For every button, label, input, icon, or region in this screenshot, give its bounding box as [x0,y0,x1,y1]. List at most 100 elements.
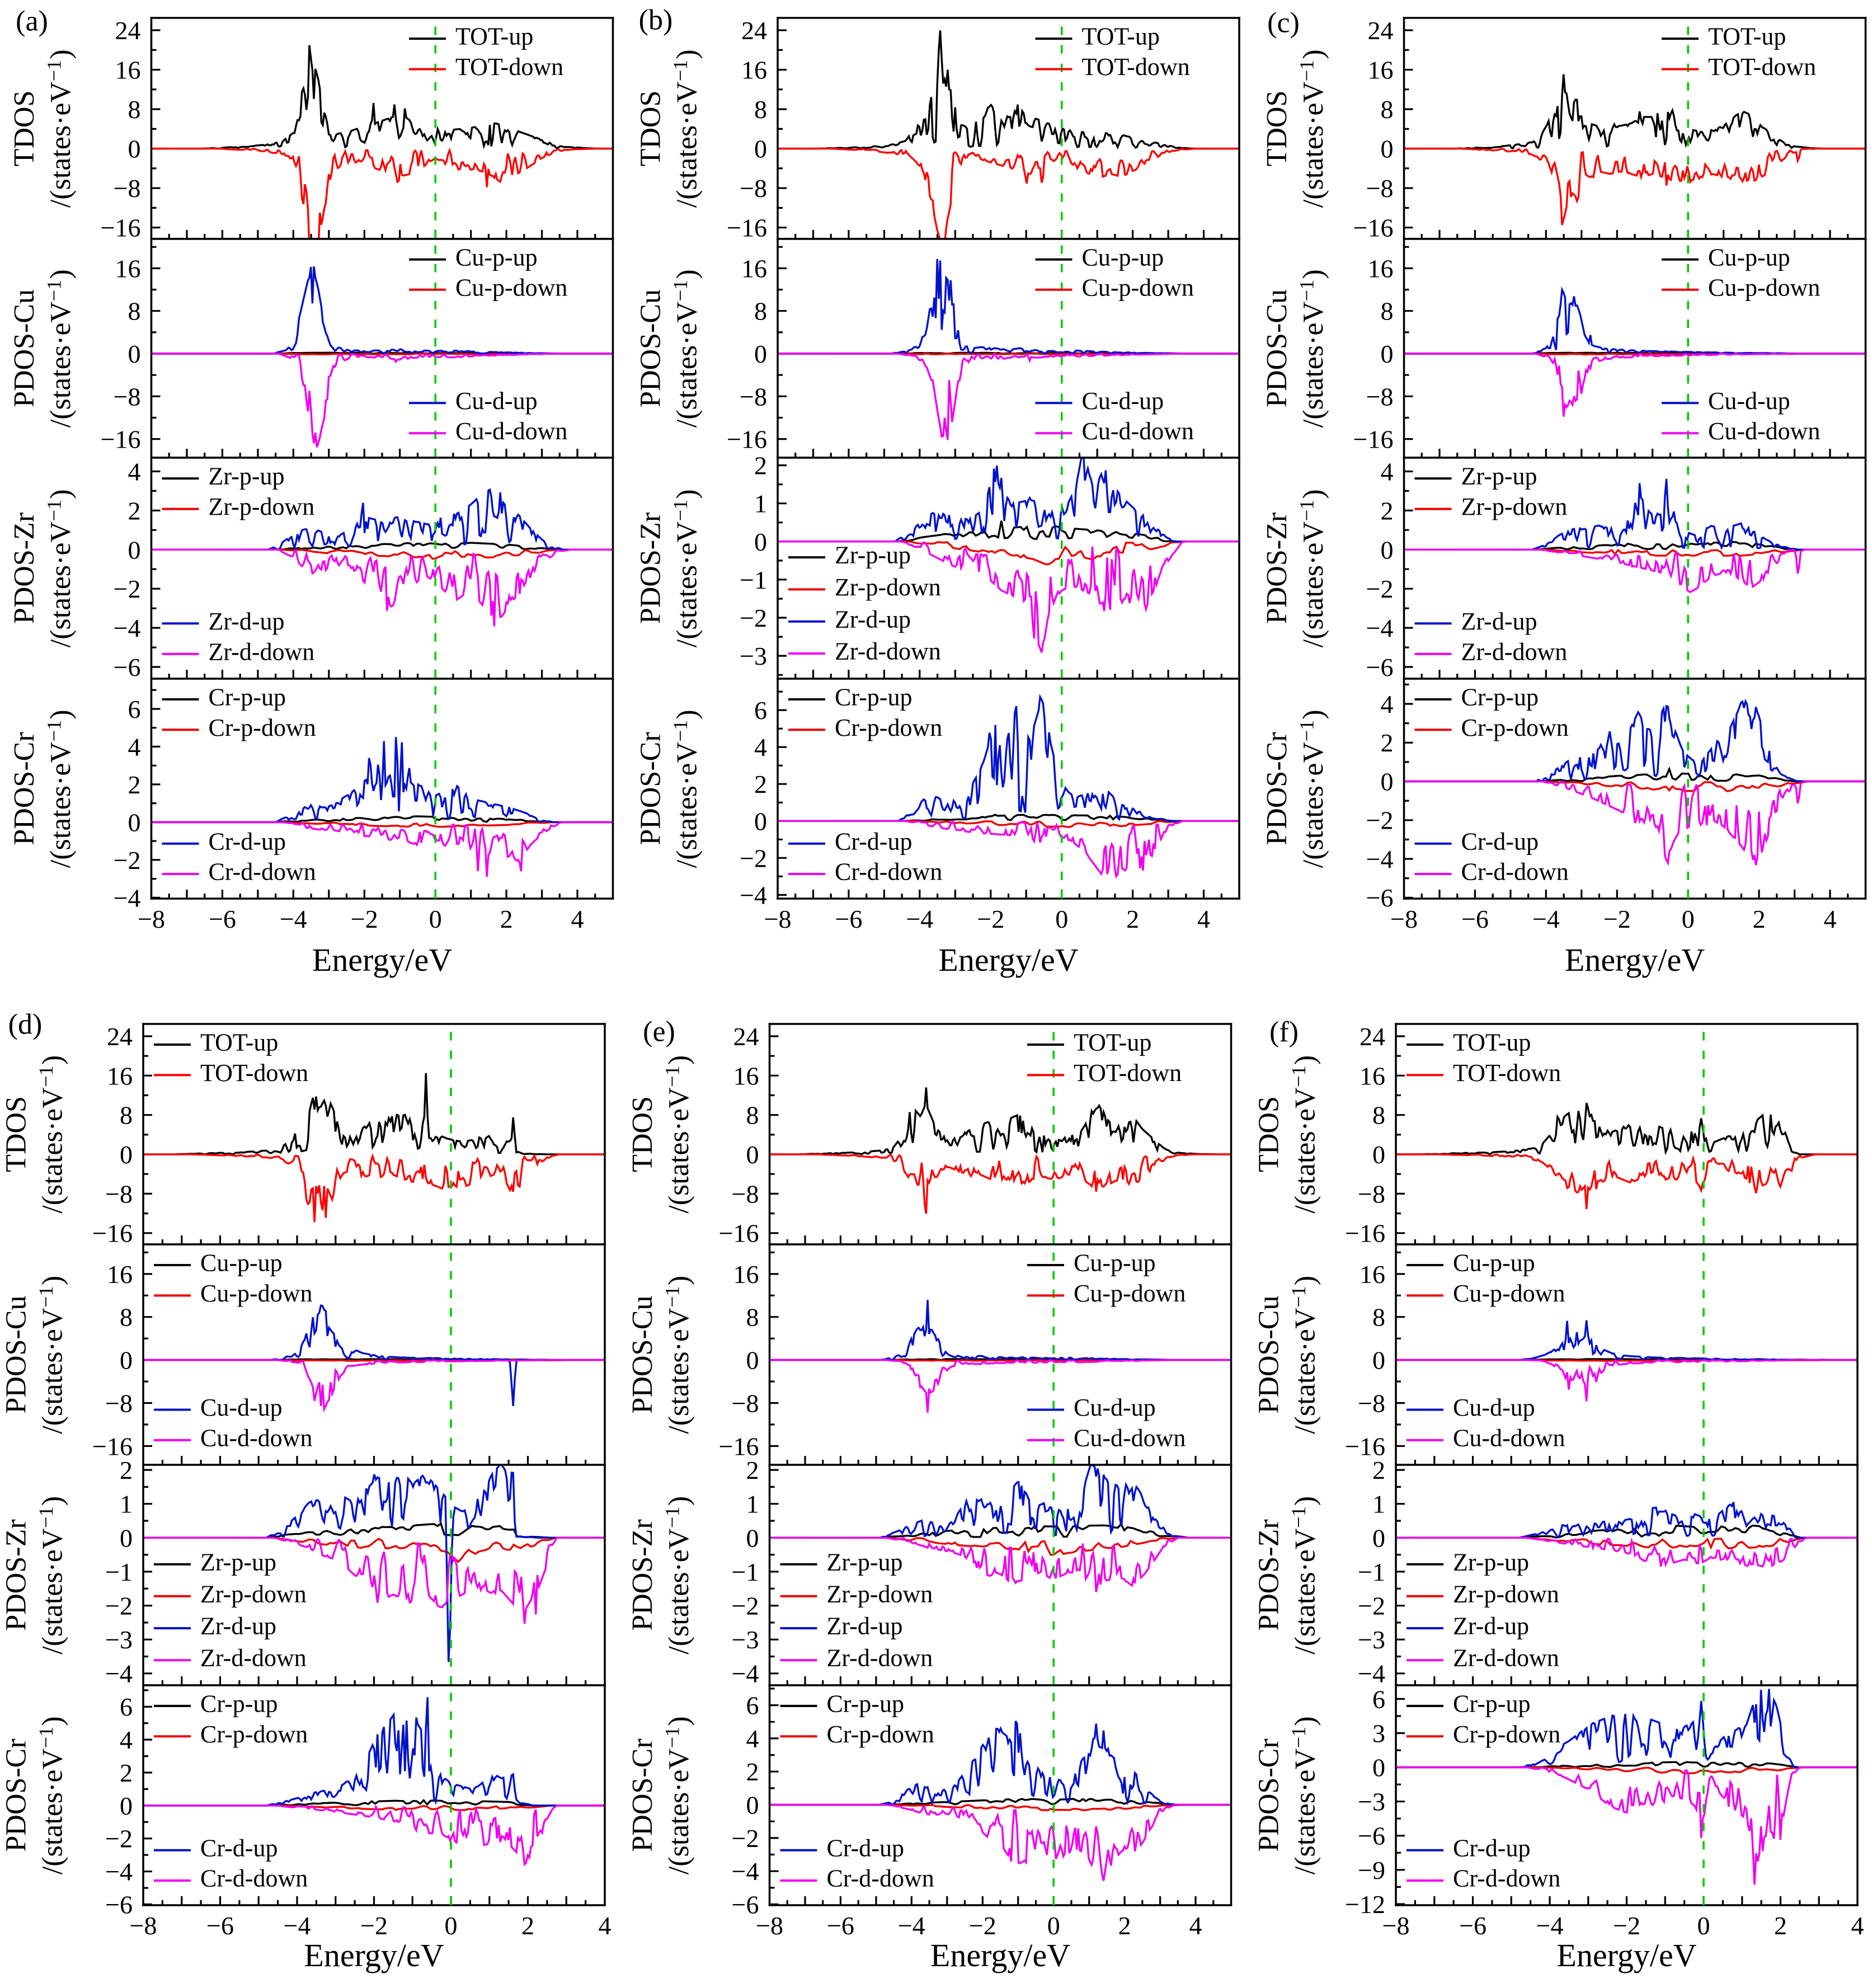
svg-text:Cu-p-down: Cu-p-down [1453,1280,1565,1307]
svg-text:Zr-p-down: Zr-p-down [1461,493,1568,520]
svg-text:2: 2 [746,1757,759,1786]
svg-text:Zr-p-up: Zr-p-up [1453,1548,1529,1576]
svg-text:Cr-d-up: Cr-d-up [1453,1834,1530,1862]
svg-text:16: 16 [741,254,767,283]
svg-text:−6: −6 [827,1911,854,1940]
svg-text:Energy/eV: Energy/eV [312,942,452,978]
svg-text:Cr-d-down: Cr-d-down [209,858,316,886]
svg-text:−3: −3 [1358,1788,1385,1816]
svg-text:16: 16 [115,56,141,84]
svg-text:−8: −8 [764,905,792,933]
svg-text:−8: −8 [138,905,165,933]
svg-text:0: 0 [120,1346,133,1375]
svg-text:PDOS-Cu: PDOS-Cu [627,1296,659,1414]
svg-text:Cr-d-down: Cr-d-down [1461,858,1569,886]
svg-text:16: 16 [1360,1061,1385,1090]
svg-text:4: 4 [1824,905,1837,933]
svg-text:−8: −8 [114,174,141,203]
svg-text:1: 1 [746,1490,759,1519]
svg-text:/ ( s t a t e s · e V ) − 1: / ( s t a t e s · e V ) − 1 [35,1053,69,1214]
svg-text:2: 2 [754,770,767,798]
svg-text:Zr-d-down: Zr-d-down [1453,1644,1559,1672]
svg-text:Zr-d-down: Zr-d-down [209,638,315,665]
svg-text:−8: −8 [732,1179,759,1208]
svg-text:(b): (b) [639,4,673,36]
svg-text:−6: −6 [1358,1822,1385,1850]
svg-text:−2: −2 [360,1911,388,1940]
svg-text:Zr-d-up: Zr-d-up [827,1613,903,1640]
svg-text:Cu-p-up: Cu-p-up [1708,243,1790,271]
svg-text:8: 8 [1372,1101,1385,1130]
svg-text:Zr-d-up: Zr-d-up [200,1613,276,1640]
svg-text:0: 0 [754,340,767,368]
svg-text:TOT-up: TOT-up [1081,23,1159,50]
svg-text:24: 24 [733,1022,759,1051]
svg-text:/ ( s t a t e s · e V ) − 1: / ( s t a t e s · e V ) − 1 [669,267,703,427]
svg-text:−4: −4 [1358,1660,1385,1688]
svg-text:Zr-p-up: Zr-p-up [1461,463,1537,490]
svg-text:2: 2 [1372,1456,1385,1484]
svg-text:TDOS: TDOS [1261,91,1293,167]
svg-text:PDOS-Cr: PDOS-Cr [1253,1738,1285,1851]
svg-text:Cu-d-down: Cu-d-down [1081,417,1193,445]
svg-text:Cr-p-up: Cr-p-up [835,684,912,711]
svg-text:Zr-d-down: Zr-d-down [200,1644,307,1672]
svg-text:8: 8 [746,1101,759,1130]
svg-text:Cu-d-up: Cu-d-up [1081,387,1164,415]
svg-text:Cu-d-up: Cu-d-up [1074,1394,1156,1421]
svg-text:2: 2 [1126,905,1139,933]
svg-text:(a): (a) [16,6,48,37]
svg-text:0: 0 [120,1792,133,1820]
svg-text:24: 24 [115,16,141,45]
svg-text:Cr-d-up: Cr-d-up [827,1834,904,1862]
svg-text:Zr-d-down: Zr-d-down [835,638,941,665]
svg-text:−8: −8 [756,1911,783,1940]
svg-text:PDOS-Cr: PDOS-Cr [627,1738,659,1851]
svg-text:Cu-d-down: Cu-d-down [1074,1424,1186,1451]
svg-text:−2: −2 [1603,905,1631,933]
svg-text:/ ( s t a t e s · e V ) − 1: / ( s t a t e s · e V ) − 1 [661,1494,695,1655]
svg-text:TOT-down: TOT-down [200,1059,308,1087]
svg-text:Zr-d-up: Zr-d-up [835,605,911,633]
svg-text:TOT-down: TOT-down [1081,53,1189,81]
svg-text:0: 0 [1381,767,1394,796]
svg-text:0: 0 [1372,1346,1385,1375]
svg-text:TOT-down: TOT-down [1453,1059,1561,1087]
svg-text:Cu-d-up: Cu-d-up [1453,1394,1535,1421]
svg-text:0: 0 [754,807,767,835]
svg-text:2: 2 [1381,729,1394,757]
svg-text:4: 4 [1197,905,1210,933]
svg-text:−16: −16 [1345,1219,1385,1248]
svg-text:TOT-up: TOT-up [455,23,533,50]
svg-text:Energy/eV: Energy/eV [930,1937,1070,1973]
svg-text:0: 0 [128,135,141,163]
svg-text:24: 24 [741,16,767,45]
svg-text:Cu-p-up: Cu-p-up [455,243,538,271]
svg-text:2: 2 [128,496,141,525]
svg-text:0: 0 [429,905,442,933]
svg-text:TDOS: TDOS [635,91,667,167]
svg-text:Cu-d-down: Cu-d-down [455,417,567,445]
svg-text:Cr-p-up: Cr-p-up [1461,684,1539,711]
svg-text:0: 0 [1381,135,1394,163]
svg-text:−12: −12 [1345,1890,1385,1919]
svg-text:Cr-p-up: Cr-p-up [1453,1690,1530,1718]
svg-text:/ ( s t a t e s · e V ) − 1: / ( s t a t e s · e V ) − 1 [669,707,703,868]
svg-text:8: 8 [754,95,767,124]
svg-text:Zr-p-down: Zr-p-down [1453,1580,1559,1608]
svg-text:−6: −6 [1459,1911,1487,1940]
svg-text:−8: −8 [1382,1911,1410,1940]
svg-text:−4: −4 [732,1857,759,1886]
svg-text:8: 8 [120,1101,133,1130]
svg-text:16: 16 [733,1061,759,1090]
svg-text:PDOS-Cr: PDOS-Cr [1,1738,32,1851]
svg-text:−8: −8 [740,174,767,203]
svg-text:−6: −6 [1461,905,1489,933]
svg-text:Cu-d-down: Cu-d-down [1708,417,1820,445]
svg-text:Cr-d-up: Cr-d-up [209,828,286,855]
svg-text:−4: −4 [1536,1911,1564,1940]
svg-text:TDOS: TDOS [8,91,40,167]
svg-text:−3: −3 [105,1625,133,1654]
svg-text:Cu-p-up: Cu-p-up [1453,1249,1535,1277]
svg-text:Cu-d-down: Cu-d-down [1453,1424,1565,1451]
